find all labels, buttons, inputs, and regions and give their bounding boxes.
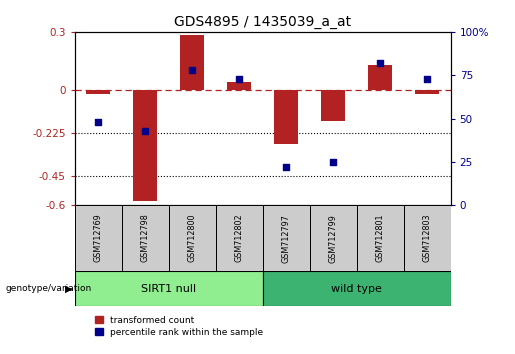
Text: GSM712803: GSM712803 bbox=[423, 214, 432, 262]
Bar bbox=[122, 205, 168, 271]
Bar bbox=[274, 90, 298, 144]
Bar bbox=[216, 205, 263, 271]
Bar bbox=[228, 82, 251, 90]
Legend: transformed count, percentile rank within the sample: transformed count, percentile rank withi… bbox=[95, 316, 263, 337]
Bar bbox=[368, 65, 392, 90]
Point bbox=[423, 76, 431, 81]
Bar bbox=[180, 35, 204, 90]
Bar bbox=[263, 205, 310, 271]
Bar bbox=[87, 90, 110, 93]
Bar bbox=[168, 205, 216, 271]
Bar bbox=[321, 90, 345, 120]
Text: genotype/variation: genotype/variation bbox=[5, 284, 91, 293]
Text: wild type: wild type bbox=[331, 284, 382, 293]
Bar bbox=[404, 205, 451, 271]
Text: GSM712802: GSM712802 bbox=[235, 214, 244, 262]
Point bbox=[376, 60, 384, 66]
Title: GDS4895 / 1435039_a_at: GDS4895 / 1435039_a_at bbox=[174, 16, 351, 29]
Text: GSM712801: GSM712801 bbox=[375, 214, 385, 262]
Point bbox=[188, 67, 196, 73]
Bar bbox=[263, 271, 451, 306]
Point bbox=[329, 159, 337, 165]
Bar bbox=[133, 90, 157, 201]
Text: SIRT1 null: SIRT1 null bbox=[141, 284, 196, 293]
Bar bbox=[356, 205, 404, 271]
Bar bbox=[416, 90, 439, 93]
Text: ▶: ▶ bbox=[65, 284, 73, 293]
Bar bbox=[75, 205, 122, 271]
Text: GSM712769: GSM712769 bbox=[94, 214, 102, 262]
Point bbox=[141, 128, 149, 133]
Text: GSM712798: GSM712798 bbox=[141, 214, 150, 262]
Bar bbox=[310, 205, 356, 271]
Text: GSM712799: GSM712799 bbox=[329, 213, 338, 263]
Text: GSM712797: GSM712797 bbox=[282, 213, 290, 263]
Text: GSM712800: GSM712800 bbox=[187, 214, 197, 262]
Point bbox=[94, 119, 102, 125]
Point bbox=[235, 76, 243, 81]
Bar bbox=[75, 271, 263, 306]
Point bbox=[282, 164, 290, 170]
